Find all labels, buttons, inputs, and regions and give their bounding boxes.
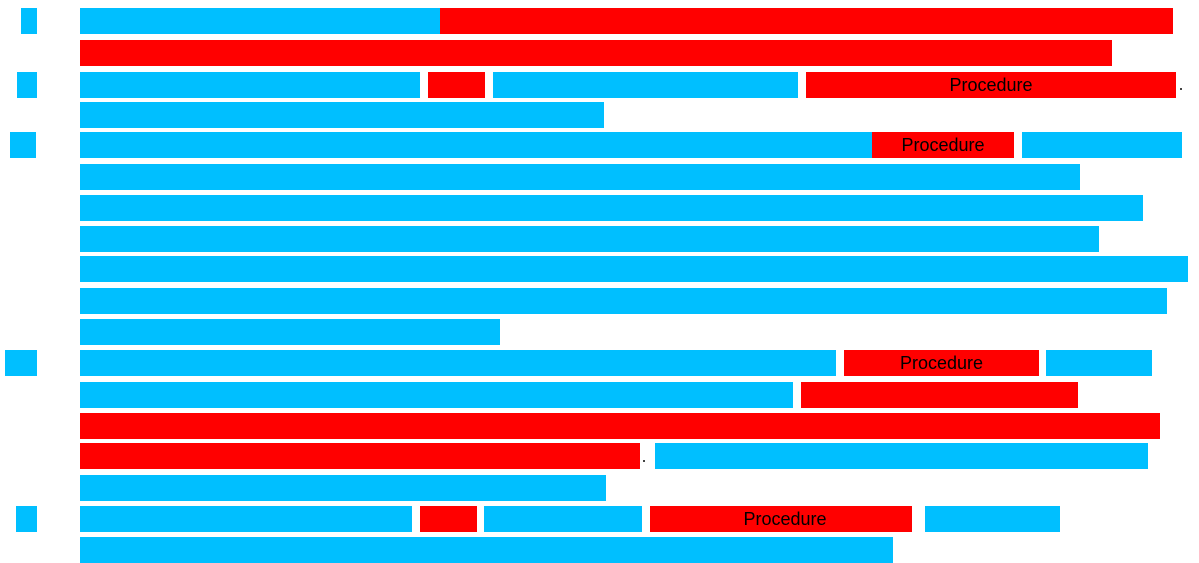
- text-span-blue: [484, 506, 642, 532]
- text-span-blue: [80, 102, 604, 128]
- text-span-red: [420, 506, 477, 532]
- paragraph-marker-1: [21, 8, 37, 34]
- procedure-label: Procedure: [899, 352, 984, 373]
- text-span-red-labeled: Procedure: [844, 350, 1039, 376]
- text-span-blue: [80, 164, 1080, 190]
- text-span-blue: [80, 319, 500, 345]
- text-span-blue: [80, 226, 1099, 252]
- procedure-label: Procedure: [901, 134, 985, 155]
- paragraph-marker-4: [5, 350, 37, 376]
- text-span-blue: [80, 537, 893, 563]
- text-span-blue: [80, 72, 420, 98]
- procedure-label: Procedure: [949, 74, 1033, 95]
- text-span-blue: [80, 8, 440, 34]
- text-span-red-labeled: Procedure: [806, 72, 1176, 98]
- text-span-blue: [80, 256, 1188, 282]
- text-span-blue: [80, 382, 793, 408]
- text-span-blue: [925, 506, 1060, 532]
- paragraph-marker-3: [10, 132, 36, 158]
- paragraph-marker-5: [16, 506, 37, 532]
- text-span-red: [80, 413, 1160, 439]
- text-span-blue: [80, 506, 412, 532]
- text-span-blue: [493, 72, 798, 98]
- punctuation-dot: [643, 460, 645, 462]
- punctuation-dot: [1180, 88, 1182, 90]
- paragraph-marker-2: [17, 72, 37, 98]
- procedure-label: Procedure: [743, 508, 827, 529]
- text-span-blue: [655, 443, 1148, 469]
- text-span-red-labeled: Procedure: [650, 506, 912, 532]
- text-span-blue: [80, 195, 1143, 221]
- text-span-blue: [80, 475, 606, 501]
- text-span-red: [80, 443, 640, 469]
- text-span-red: [801, 382, 1078, 408]
- text-span-blue: [80, 350, 836, 376]
- text-span-red: [440, 8, 1173, 34]
- text-span-blue: [1022, 132, 1182, 158]
- text-span-blue: [1046, 350, 1152, 376]
- text-span-red: [428, 72, 485, 98]
- text-span-blue: [80, 132, 872, 158]
- text-span-red: [80, 40, 1112, 66]
- text-span-red-labeled: Procedure: [872, 132, 1014, 158]
- text-span-blue: [80, 288, 1167, 314]
